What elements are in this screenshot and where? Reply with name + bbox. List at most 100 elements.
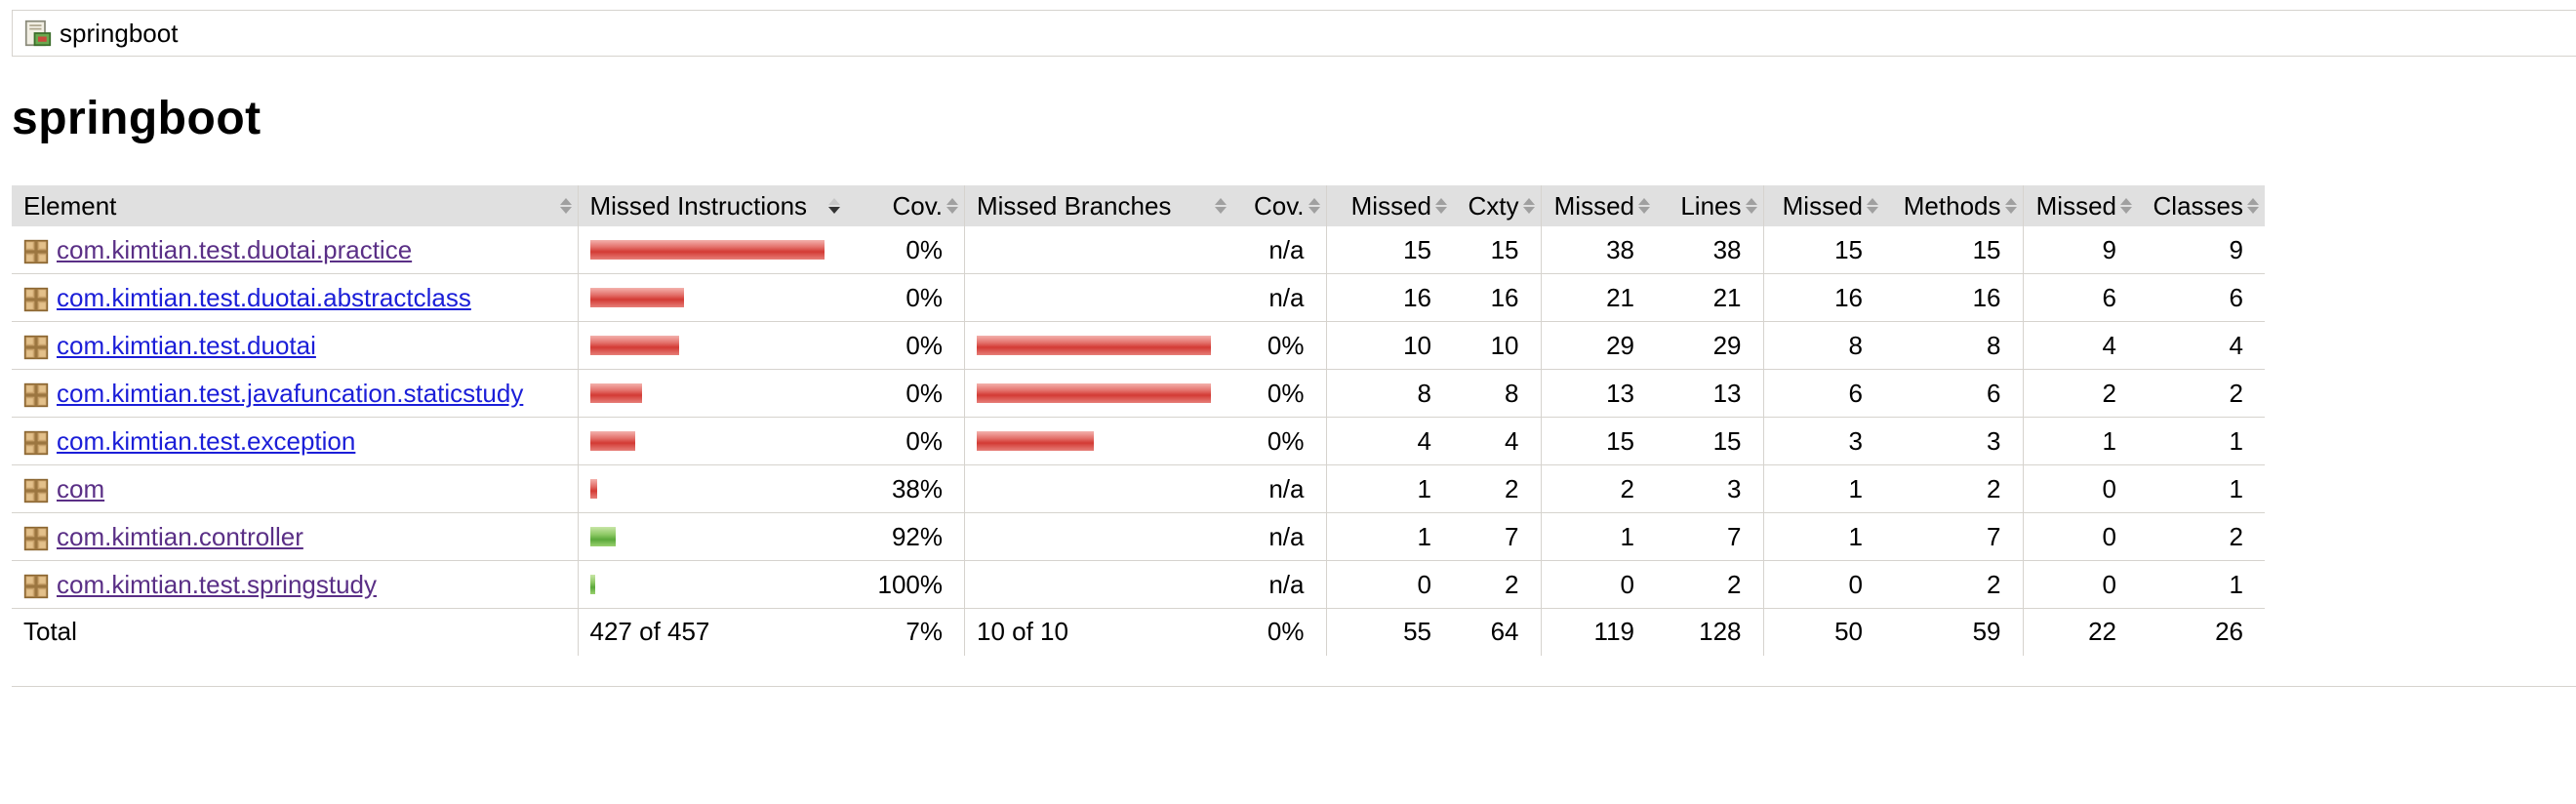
missed-branches-cell <box>964 417 1232 465</box>
sort-icon <box>1745 198 1757 214</box>
column-header-methods[interactable]: Methods <box>1884 185 2023 226</box>
classes-cell: 2 <box>2138 512 2265 561</box>
sort-icon <box>1308 198 1320 214</box>
column-header-label: Methods <box>1903 190 2001 221</box>
table-row: com.kimtian.test.javafuncation.staticstu… <box>12 369 2265 418</box>
column-header-lines-missed[interactable]: Missed <box>1540 185 1656 226</box>
branch-coverage: 0% <box>1232 321 1326 370</box>
instruction-coverage: 0% <box>845 321 965 370</box>
element-cell: com.kimtian.test.duotai.practice <box>12 226 578 274</box>
lines-missed-cell: 29 <box>1540 321 1656 370</box>
table-row: com 38% n/a 1 2 2 3 1 2 0 1 <box>12 464 2265 513</box>
column-header-label: Missed Branches <box>977 190 1172 221</box>
missed-branches-cell <box>964 512 1232 561</box>
package-icon <box>23 574 49 598</box>
cxty-missed-cell: 8 <box>1325 369 1453 418</box>
missed-branches-cell <box>964 273 1232 322</box>
element-cell: com.kimtian.test.javafuncation.staticstu… <box>12 369 578 418</box>
column-header-missed-branches[interactable]: Missed Branches <box>964 185 1232 226</box>
cxty-missed-cell: 16 <box>1325 273 1453 322</box>
methods-cell: 6 <box>1884 369 2023 418</box>
methods-missed-cell: 6 <box>1762 369 1884 418</box>
classes-cell: 6 <box>2138 273 2265 322</box>
methods-cell: 7 <box>1884 512 2023 561</box>
column-header-cxty[interactable]: Cxty <box>1453 185 1541 226</box>
table-header-row: Element Missed Instructions Cov. Missed Bra… <box>12 185 2265 226</box>
missed-instructions-cell <box>577 512 846 561</box>
sort-icon <box>1867 198 1878 214</box>
lines-cell: 15 <box>1656 417 1763 465</box>
cxty-cell: 7 <box>1453 512 1541 561</box>
column-header-cxty-missed[interactable]: Missed <box>1325 185 1453 226</box>
sort-icon <box>2004 198 2017 214</box>
package-link[interactable]: com.kimtian.test.duotai.practice <box>57 234 413 264</box>
package-icon <box>23 382 49 407</box>
column-header-classes[interactable]: Classes <box>2138 185 2265 226</box>
column-header-element[interactable]: Element <box>12 185 578 226</box>
branch-coverage: n/a <box>1232 560 1326 609</box>
column-header-classes-missed[interactable]: Missed <box>2022 185 2138 226</box>
classes-missed-cell: 1 <box>2022 417 2138 465</box>
instruction-coverage-bar <box>589 288 684 307</box>
cxty-cell: 15 <box>1453 226 1541 274</box>
missed-branches-cell <box>964 560 1232 609</box>
cxty-cell: 8 <box>1453 369 1541 418</box>
package-link[interactable]: com <box>57 473 105 503</box>
missed-instructions-cell <box>577 226 846 274</box>
sort-icon <box>1435 198 1447 214</box>
lines-cell: 2 <box>1656 560 1763 609</box>
package-link[interactable]: com.kimtian.controller <box>57 521 303 551</box>
package-link[interactable]: com.kimtian.test.javafuncation.staticstu… <box>57 378 524 408</box>
total-classes: 26 <box>2138 608 2265 656</box>
column-header-lines[interactable]: Lines <box>1656 185 1763 226</box>
package-link[interactable]: com.kimtian.test.exception <box>57 425 356 456</box>
column-header-label: Missed <box>1782 190 1863 221</box>
breadcrumb-label[interactable]: springboot <box>60 18 179 48</box>
column-header-methods-missed[interactable]: Missed <box>1762 185 1884 226</box>
branch-coverage: n/a <box>1232 273 1326 322</box>
methods-cell: 2 <box>1884 464 2023 513</box>
methods-cell: 3 <box>1884 417 2023 465</box>
sort-icon <box>946 198 958 214</box>
methods-missed-cell: 16 <box>1762 273 1884 322</box>
column-header-label: Lines <box>1680 190 1742 221</box>
methods-cell: 2 <box>1884 560 2023 609</box>
column-header-label: Element <box>23 190 117 221</box>
column-header-label: Missed <box>2035 190 2116 221</box>
missed-instructions-cell <box>577 321 846 370</box>
missed-branches-cell <box>964 369 1232 418</box>
total-instr-cov: 7% <box>845 608 965 656</box>
package-icon <box>23 526 49 550</box>
column-header-label: Cov. <box>892 190 943 221</box>
instruction-coverage: 0% <box>845 417 965 465</box>
column-header-missed-instructions[interactable]: Missed Instructions <box>577 185 846 226</box>
coverage-table: Element Missed Instructions Cov. Missed Bra… <box>12 185 2265 656</box>
cxty-cell: 2 <box>1453 560 1541 609</box>
column-header-branch-cov[interactable]: Cov. <box>1232 185 1326 226</box>
lines-cell: 38 <box>1656 226 1763 274</box>
column-header-instr-cov[interactable]: Cov. <box>845 185 965 226</box>
instruction-coverage-bar <box>589 383 642 403</box>
package-link[interactable]: com.kimtian.test.springstudy <box>57 569 378 599</box>
instruction-coverage-bar <box>589 479 597 499</box>
total-branch-cov: 0% <box>1232 608 1326 656</box>
sort-icon <box>559 198 572 214</box>
session-icon <box>24 20 52 47</box>
package-link[interactable]: com.kimtian.test.duotai.abstractclass <box>57 282 471 312</box>
total-label: Total <box>12 608 578 656</box>
column-header-label: Missed <box>1553 190 1634 221</box>
missed-branches-cell <box>964 321 1232 370</box>
lines-missed-cell: 15 <box>1540 417 1656 465</box>
classes-cell: 4 <box>2138 321 2265 370</box>
package-link[interactable]: com.kimtian.test.duotai <box>57 330 316 360</box>
package-icon <box>23 335 49 359</box>
methods-missed-cell: 3 <box>1762 417 1884 465</box>
methods-missed-cell: 1 <box>1762 512 1884 561</box>
table-row: com.kimtian.test.springstudy 100% n/a 0 2 0 2 0… <box>12 560 2265 609</box>
total-cxty: 64 <box>1453 608 1541 656</box>
methods-cell: 16 <box>1884 273 2023 322</box>
lines-missed-cell: 13 <box>1540 369 1656 418</box>
table-body: com.kimtian.test.duotai.practice 0% n/a 15 1… <box>12 226 2265 609</box>
lines-cell: 29 <box>1656 321 1763 370</box>
lines-cell: 7 <box>1656 512 1763 561</box>
